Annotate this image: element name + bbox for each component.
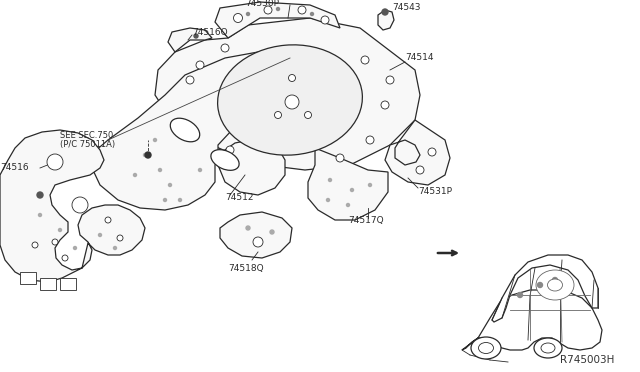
Bar [40, 278, 56, 290]
Circle shape [145, 152, 151, 158]
Circle shape [336, 154, 344, 162]
Circle shape [276, 7, 280, 10]
Text: 74512: 74512 [225, 193, 253, 202]
Circle shape [518, 292, 522, 298]
Text: 74514: 74514 [405, 54, 433, 62]
Circle shape [38, 214, 42, 217]
Ellipse shape [211, 150, 239, 170]
Polygon shape [378, 10, 394, 30]
Circle shape [275, 112, 282, 119]
Circle shape [154, 138, 157, 141]
Circle shape [351, 189, 353, 192]
Polygon shape [215, 2, 340, 38]
Text: 74518Q: 74518Q [228, 263, 264, 273]
Circle shape [270, 230, 274, 234]
Bar [20, 272, 36, 284]
Circle shape [62, 255, 68, 261]
Polygon shape [385, 120, 450, 185]
Circle shape [264, 6, 272, 14]
Circle shape [168, 183, 172, 186]
Circle shape [221, 44, 229, 52]
Circle shape [305, 112, 312, 119]
Polygon shape [155, 18, 420, 170]
Circle shape [369, 183, 371, 186]
Circle shape [113, 247, 116, 250]
Circle shape [163, 199, 166, 202]
Circle shape [321, 16, 329, 24]
Ellipse shape [541, 343, 555, 353]
Circle shape [196, 61, 204, 69]
Circle shape [226, 146, 234, 154]
Ellipse shape [479, 343, 493, 353]
Circle shape [159, 169, 161, 171]
Circle shape [366, 136, 374, 144]
Circle shape [134, 173, 136, 176]
Circle shape [361, 56, 369, 64]
Circle shape [198, 169, 202, 171]
Polygon shape [168, 28, 212, 52]
Circle shape [194, 34, 198, 38]
Text: SEE SEC.750: SEE SEC.750 [60, 131, 113, 140]
Polygon shape [0, 130, 145, 282]
Circle shape [246, 13, 250, 16]
Polygon shape [462, 290, 602, 350]
Polygon shape [92, 52, 325, 210]
Circle shape [179, 199, 182, 202]
Ellipse shape [170, 118, 200, 142]
Circle shape [143, 154, 147, 157]
Circle shape [186, 76, 194, 84]
Circle shape [326, 199, 330, 202]
Circle shape [552, 278, 557, 282]
Circle shape [72, 197, 88, 213]
Circle shape [538, 282, 543, 288]
Circle shape [253, 237, 263, 247]
Circle shape [428, 148, 436, 156]
Ellipse shape [534, 338, 562, 358]
Circle shape [47, 154, 63, 170]
Circle shape [58, 228, 61, 231]
Circle shape [181, 126, 189, 134]
Bar [60, 278, 76, 290]
Polygon shape [492, 255, 598, 322]
Circle shape [346, 203, 349, 206]
Circle shape [234, 13, 243, 22]
Circle shape [117, 235, 123, 241]
Circle shape [105, 217, 111, 223]
Text: 74517Q: 74517Q [348, 215, 383, 224]
Ellipse shape [218, 45, 362, 155]
Circle shape [74, 247, 77, 250]
Text: 74530P: 74530P [245, 0, 279, 7]
Text: 74531P: 74531P [418, 187, 452, 196]
Text: 74543: 74543 [392, 3, 420, 13]
Circle shape [382, 9, 388, 15]
Circle shape [416, 166, 424, 174]
Circle shape [52, 239, 58, 245]
Ellipse shape [547, 279, 563, 291]
Circle shape [289, 74, 296, 81]
Circle shape [246, 226, 250, 230]
Ellipse shape [471, 337, 501, 359]
Text: R745003H: R745003H [560, 355, 614, 365]
Polygon shape [308, 148, 388, 220]
Circle shape [32, 242, 38, 248]
Circle shape [310, 13, 314, 16]
Polygon shape [220, 212, 292, 258]
Circle shape [328, 179, 332, 182]
Circle shape [381, 101, 389, 109]
Text: 74516: 74516 [0, 164, 29, 173]
Circle shape [298, 6, 306, 14]
Ellipse shape [536, 270, 574, 300]
Text: 74516Q: 74516Q [192, 28, 228, 36]
Circle shape [37, 192, 43, 198]
Circle shape [285, 95, 299, 109]
Text: (P/C 75011A): (P/C 75011A) [60, 141, 115, 150]
Circle shape [386, 76, 394, 84]
Circle shape [99, 234, 102, 237]
